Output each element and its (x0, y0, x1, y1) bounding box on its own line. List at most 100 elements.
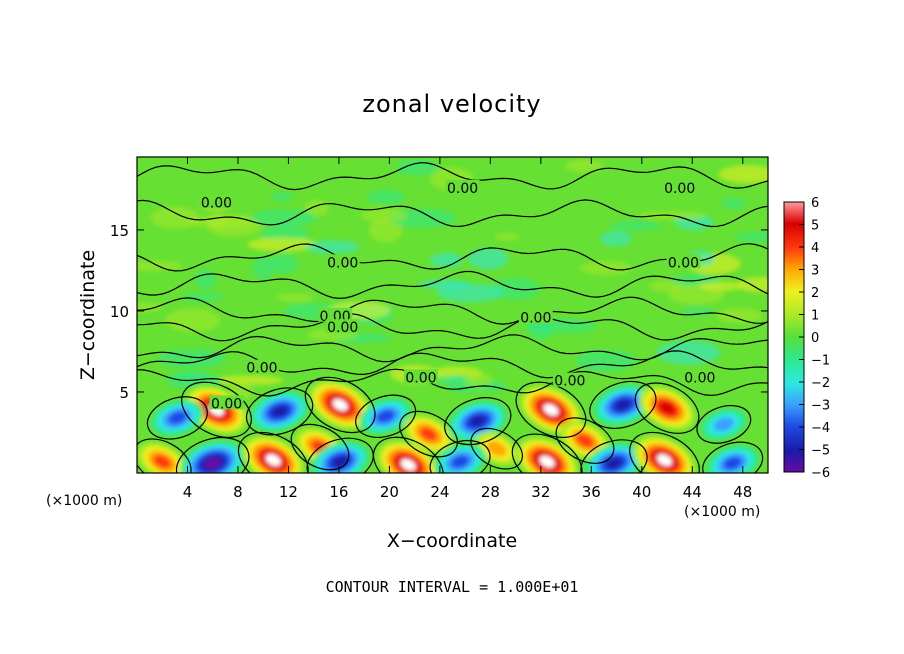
contour-label-bg (325, 319, 360, 334)
texture-blob (580, 261, 632, 276)
zero-contour (137, 368, 768, 397)
texture-blob (171, 371, 208, 381)
texture-blob (600, 230, 632, 247)
colorbar-tick-label: −4 (811, 421, 830, 436)
x-tick-label: 12 (279, 483, 298, 501)
velocity-cell (376, 410, 395, 423)
cell-contour (355, 394, 417, 438)
texture-blob (368, 219, 403, 243)
texture-blob (360, 208, 408, 224)
colorbar-tick-label: −5 (811, 444, 830, 459)
velocity-cell (713, 417, 735, 432)
x-tick-label: 8 (233, 483, 243, 501)
cell-contour (306, 437, 374, 473)
contour-labels: 0.00 0.00 0.00 0.00 0.00 0.00 0.00 0.00 0.00 0.00… (199, 179, 717, 412)
cell-contour (245, 387, 314, 436)
colorbar-ticks: 6 5 4 3 2 1 0 −1 −2 −3 −4 −5 −6 (799, 196, 830, 481)
x-axis-label: X−coordinate (387, 530, 517, 552)
cell-contour (589, 380, 657, 429)
velocity-cell (265, 454, 281, 466)
cell-contour (146, 396, 208, 440)
contour-label: 0.00 (201, 195, 232, 211)
colorbar-tick-label: 4 (811, 241, 819, 256)
velocity-cells (137, 380, 759, 473)
contour-label: 0.00 (327, 320, 358, 336)
velocity-cell (419, 427, 438, 441)
x-axis-ticks: 4 8 12 16 20 24 28 32 36 40 44 48 (183, 157, 752, 501)
contour-label: 0.00 (327, 255, 358, 271)
zero-contour (137, 270, 768, 300)
colorbar-tick-label: 3 (811, 264, 819, 279)
colorbar-tick-label: −3 (811, 399, 830, 414)
texture-blob (183, 292, 224, 302)
contour-label-bg (552, 372, 587, 387)
x-tick-label: 32 (531, 483, 550, 501)
velocity-cell (543, 403, 559, 416)
contour-label: 0.00 (211, 396, 242, 412)
x-tick-label: 4 (183, 483, 193, 501)
texture-blob (195, 269, 217, 290)
colorbar-tick-label: −6 (811, 466, 830, 481)
velocity-cell (400, 458, 416, 471)
plot-frame (136, 156, 769, 474)
contour-label: 0.00 (405, 370, 436, 386)
cell-contour (580, 439, 648, 473)
colorbar-tick-label: 0 (811, 331, 819, 346)
contour-label: 0.00 (668, 255, 699, 271)
contour-label-bg (403, 369, 438, 384)
cell-contour (634, 382, 700, 434)
cell-contour (696, 404, 752, 444)
texture-blob (463, 371, 493, 388)
cell-contour (511, 433, 583, 473)
texture-blob (186, 215, 257, 229)
velocity-cell (486, 441, 507, 457)
zero-contour (137, 162, 768, 191)
contour-label: 0.00 (246, 361, 277, 377)
texture-blob (418, 279, 471, 290)
x-tick-label: 40 (632, 483, 651, 501)
zero-contour (137, 243, 768, 272)
contour-label: 0.00 (520, 310, 551, 326)
velocity-cell (469, 415, 487, 427)
x-tick-label: 36 (582, 483, 601, 501)
contour-interval-note: CONTOUR INTERVAL = 1.000E+01 (326, 578, 579, 596)
texture-blob (247, 237, 317, 252)
texture-blob (716, 308, 763, 324)
zero-contour (137, 313, 768, 342)
velocity-cell (451, 455, 470, 468)
velocity-cell (657, 454, 673, 466)
texture-blob (494, 232, 520, 241)
cell-contour (372, 436, 444, 473)
texture-blob (430, 252, 463, 268)
velocity-cell (539, 455, 555, 468)
contour-label-bg (445, 179, 480, 194)
contour-label-bg (325, 254, 360, 269)
x-tick-label: 44 (683, 483, 702, 501)
texture-blob (565, 159, 604, 173)
colorbar-tick-label: 6 (811, 196, 819, 211)
plot-area: 0.00 0.00 0.00 0.00 0.00 0.00 0.00 0.00 0.00 0.00… (137, 157, 768, 473)
x-tick-label: 28 (481, 483, 500, 501)
x-tick-label: 16 (329, 483, 348, 501)
cell-contour (399, 410, 458, 458)
colorbar-tick-label: 1 (811, 309, 819, 324)
colorbar-tick-label: 2 (811, 286, 819, 301)
velocity-cell (271, 405, 288, 418)
contour-label-bg (666, 254, 701, 269)
cell-contour (290, 423, 350, 471)
texture-blob (137, 260, 183, 271)
zero-contour (137, 296, 768, 325)
x-tick-label: 20 (380, 483, 399, 501)
x-tick-label: 24 (430, 483, 449, 501)
cell-contour (175, 436, 250, 473)
cell-contour (237, 431, 309, 473)
texture-blob (734, 231, 768, 243)
y-tick-label: 10 (110, 303, 129, 321)
velocity-cell (576, 433, 594, 448)
texture-blob (575, 350, 636, 372)
texture-blob (396, 159, 439, 176)
contour-label-bg (199, 194, 234, 209)
velocity-cell (332, 399, 348, 411)
y-axis-ticks: 5 10 15 (110, 222, 768, 402)
